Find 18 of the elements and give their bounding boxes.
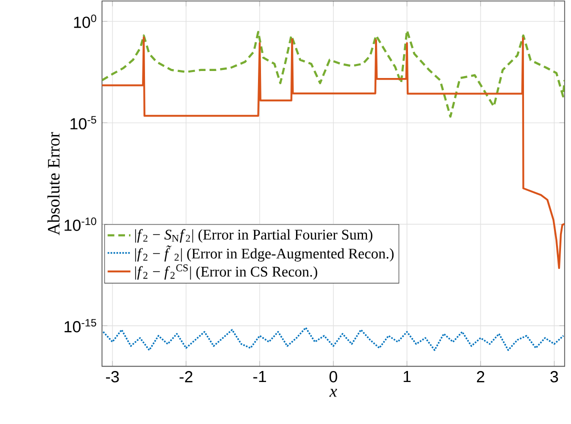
line-series — [102, 326, 564, 351]
line-series — [102, 29, 565, 118]
legend-label: |f$_{2}$ − f$_{2}$$^{CS}$| (Error in CS Recon.) — [135, 264, 318, 280]
legend-label: |f$_{2}$ − f̃$_{2}$| (Error in Edge-Augmented Recon.) — [135, 245, 394, 262]
y-tick-label: 10$^{-5}$ — [70, 116, 96, 130]
y-tick-label: 10$^{-15}$ — [64, 319, 96, 332]
y-tick-label: 10$^{0}$ — [74, 14, 96, 28]
y-tick-label: 10$^{-10}$ — [64, 218, 96, 231]
x-tick-label: 2 — [476, 371, 484, 382]
x-axis-title: x — [329, 388, 338, 397]
x-tick-label: -3 — [106, 371, 119, 382]
y-axis-title: Absolute Error — [47, 132, 60, 236]
x-tick-label: 1 — [404, 371, 411, 382]
x-tick-label: -1 — [253, 371, 266, 382]
x-tick-label: 3 — [550, 371, 558, 382]
x-tick-label: -2 — [180, 371, 192, 382]
x-tick-label: 0 — [330, 371, 338, 382]
text: |f$_{2}$ − S$_{N}$f$_{2}$| (Error in Partial Fourier Sum) — [135, 229, 372, 243]
